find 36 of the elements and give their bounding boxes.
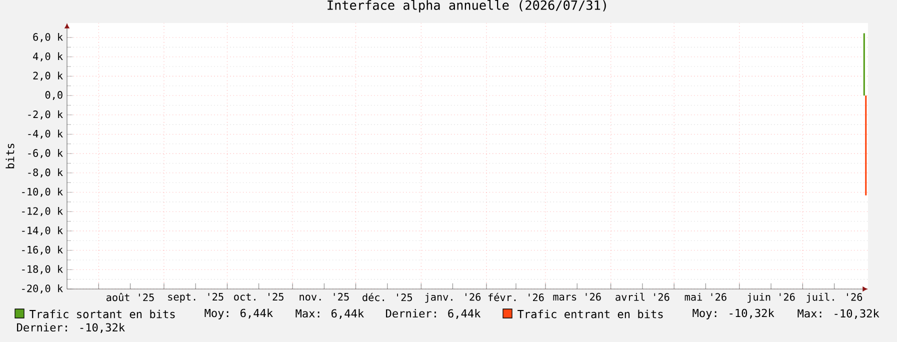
y-tick-label: 6,0 k: [33, 32, 63, 42]
x-tick-label: sept. '25: [168, 292, 224, 303]
y-tick-label: -10,0 k: [22, 188, 63, 197]
text: Dernier: -10,32k: [17, 323, 125, 333]
x-tick-label: mai '26: [684, 292, 726, 301]
x-tick-label: déc. '25: [362, 292, 412, 302]
x-tick-label: avril '26: [616, 292, 670, 301]
y-tick-label: -18,0 k: [22, 265, 63, 274]
x-tick-label: oct. '25: [234, 292, 284, 301]
chart-title: Interface alpha annuelle (2026/07/31): [328, 0, 606, 12]
x-tick-label: janv. '26: [425, 292, 481, 303]
x-tick-label: mars '26: [553, 292, 601, 301]
y-tick-label: -8,0 k: [28, 168, 63, 178]
y-axis-title: bits: [6, 144, 14, 168]
x-tick-label: juin '26: [748, 292, 795, 303]
y-tick-label: -6,0 k: [28, 149, 63, 158]
y-tick-label: -12,0 k: [22, 207, 63, 216]
y-tick-label: 4,0 k: [33, 52, 63, 62]
x-tick-label: juil. '26: [806, 292, 862, 303]
y-tick-label: 0,0: [45, 91, 62, 100]
text: Moy: -10,32k: [692, 308, 774, 320]
text: Max: 6,44k: [296, 309, 364, 319]
y-tick-label: -4,0 k: [28, 130, 63, 139]
x-tick-label: févr. '26: [488, 292, 544, 302]
text: Dernier: 6,44k: [386, 309, 481, 319]
y-tick-label: -20,0 k: [22, 284, 63, 294]
legend-label: Trafic entrant en bits: [518, 310, 663, 318]
legend-label: Trafic sortant en bits: [30, 310, 175, 318]
text: Max: -10,32k: [798, 309, 880, 319]
text: Moy: 6,44k: [204, 308, 273, 320]
y-tick-label: -14,0 k: [22, 226, 63, 236]
x-tick-label: août '25: [106, 292, 154, 302]
y-tick-label: 2,0 k: [33, 72, 63, 81]
x-tick-label: nov. '25: [300, 292, 349, 301]
y-tick-label: -2,0 k: [28, 110, 63, 120]
y-tick-label: -16,0 k: [22, 246, 63, 255]
